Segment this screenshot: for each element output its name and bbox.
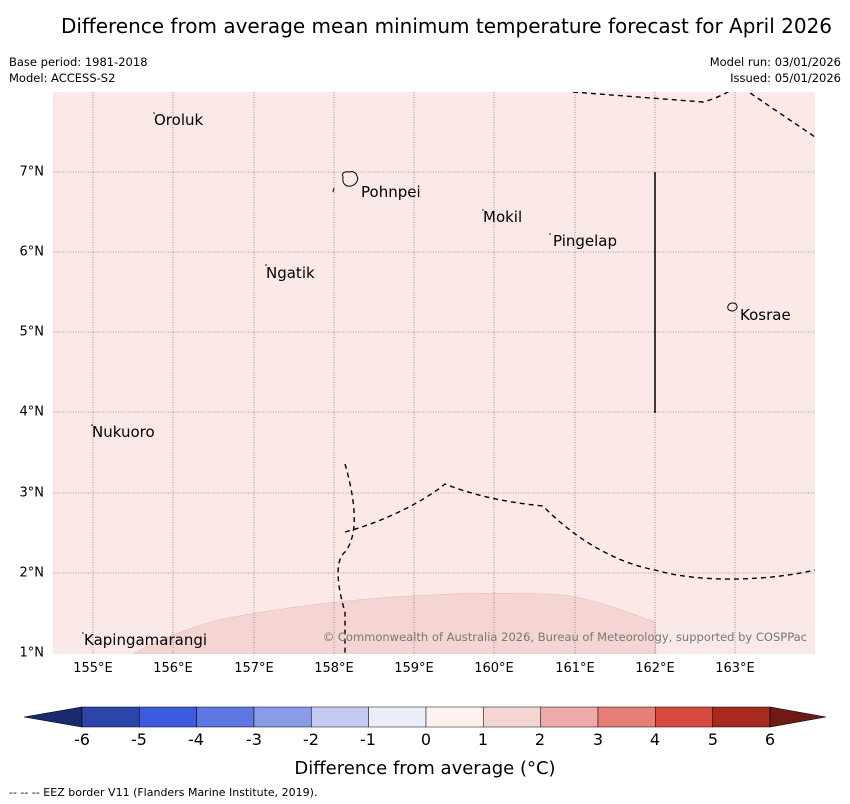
lon-label: 159°E (394, 661, 434, 676)
colorbar-segment (597, 706, 656, 728)
colorbar-tick: -1 (360, 730, 376, 749)
oroluk-dot (153, 112, 155, 114)
lon-label: 163°E (715, 661, 755, 676)
colorbar-segment (368, 706, 427, 728)
lat-label: 2°N (19, 565, 45, 581)
meta-left: Base period: 1981-2018 Model: ACCESS-S2 (9, 54, 148, 86)
colorbar-segment (311, 706, 369, 728)
colorbar-extend-max (769, 706, 827, 728)
place-kosrae: Kosrae (740, 306, 791, 324)
pingelap-dot (549, 233, 551, 235)
colorbar-label: Difference from average (°C) (294, 758, 556, 779)
colorbar-segment (253, 706, 312, 728)
place-kapingamarangi: Kapingamarangi (84, 631, 208, 649)
colorbar-segment (196, 706, 255, 728)
place-pingelap: Pingelap (553, 232, 618, 250)
graticule (53, 92, 815, 654)
base-period: Base period: 1981-2018 (9, 55, 148, 69)
colorbar-tick: 1 (477, 730, 489, 749)
colorbar-tick: 2 (534, 730, 546, 749)
colorbar-tick: -4 (188, 730, 204, 749)
colorbar-segment (712, 706, 771, 728)
place-pohnpei: Pohnpei (361, 183, 421, 201)
lon-label: 157°E (234, 661, 274, 676)
place-ngatik: Ngatik (266, 264, 315, 282)
anomaly-patch (132, 593, 657, 654)
map-panel[interactable]: Oroluk Pohnpei Mokil Pingelap Ngatik Kos… (53, 92, 815, 654)
model-name: Model: ACCESS-S2 (9, 71, 116, 85)
lon-label: 155°E (73, 661, 113, 676)
colorbar-extend-min (23, 706, 83, 728)
colorbar-tick: -6 (74, 730, 90, 749)
colorbar-tick: 6 (764, 730, 776, 749)
lon-label: 161°E (555, 661, 595, 676)
lat-label: 6°N (19, 244, 45, 260)
colorbar-segment (139, 706, 197, 728)
pohnpei-island-icon (342, 171, 359, 187)
lat-label: 5°N (19, 324, 45, 340)
colorbar-tick: 4 (649, 730, 661, 749)
colorbar-segment (425, 706, 484, 728)
colorbar-segment (81, 706, 140, 728)
eez-legend-note: -- -- -- EEZ border V11 (Flanders Marine… (9, 786, 318, 799)
chart-title: Difference from average mean minimum tem… (60, 14, 833, 38)
lon-label: 160°E (474, 661, 514, 676)
lat-label: 4°N (19, 404, 45, 420)
kapingamarangi-dot (82, 632, 84, 634)
lat-label: 7°N (19, 164, 45, 180)
place-nukuoro: Nukuoro (92, 423, 155, 441)
lat-label: 3°N (19, 485, 45, 501)
lon-label: 162°E (635, 661, 675, 676)
place-mokil: Mokil (483, 208, 523, 226)
colorbar-tick: -5 (131, 730, 147, 749)
map-canvas (53, 92, 815, 654)
meta-right: Model run: 03/01/2026 Issued: 05/01/2026 (710, 54, 841, 86)
colorbar-segment (655, 706, 713, 728)
lon-label: 158°E (314, 661, 354, 676)
model-run: Model run: 03/01/2026 (709, 55, 841, 69)
colorbar (23, 706, 827, 728)
pohnpei-outlier (332, 187, 335, 193)
lat-label: 1°N (19, 645, 45, 661)
lon-label: 156°E (153, 661, 193, 676)
place-oroluk: Oroluk (154, 111, 204, 129)
colorbar-segment (483, 706, 541, 728)
ngatik-dot (265, 264, 267, 266)
colorbar-segment (540, 706, 599, 728)
nukuoro-dot (91, 424, 93, 426)
colorbar-tick: -2 (303, 730, 319, 749)
colorbar-tick: 3 (592, 730, 604, 749)
colorbar-tick: 0 (420, 730, 432, 749)
colorbar-tick: 5 (707, 730, 719, 749)
issued-date: Issued: 05/01/2026 (730, 71, 841, 85)
copyright-notice: © Commonwealth of Australia 2026, Bureau… (322, 630, 807, 644)
eez-border (337, 92, 815, 654)
colorbar-tick: -3 (246, 730, 262, 749)
kosrae-island-icon (727, 302, 738, 312)
mokil-dot (482, 209, 484, 211)
